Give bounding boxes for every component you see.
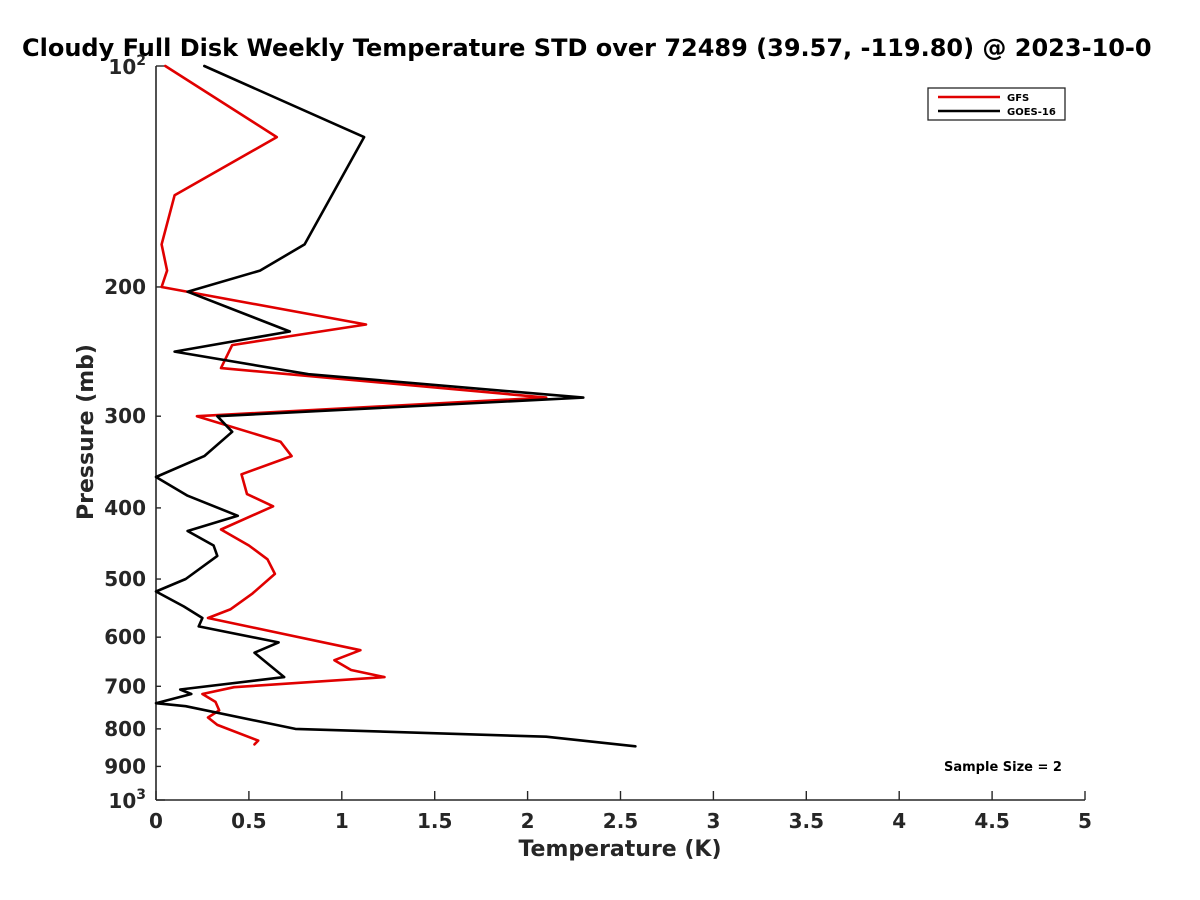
legend-label: GFS [1007,93,1029,104]
y-tick-label: 700 [104,674,146,698]
chart-title: Cloudy Full Disk Weekly Temperature STD … [22,34,1152,62]
x-tick-label: 0.5 [231,809,266,833]
legend-box [927,87,1066,121]
y-tick-label: 103 [108,787,146,813]
axes: 0 0.5 1 1.5 2 2.5 3 3.5 4 4.5 51022003004005006007… [104,53,1092,833]
x-tick-label: 3.5 [789,809,824,833]
sample-size-annotation: Sample Size = 2 [944,760,1062,775]
x-tick-label: 0 [149,809,163,833]
x-tick-label: 1 [335,809,349,833]
plot-lines [154,64,637,748]
y-tick-label: 300 [104,404,146,428]
y-tick-label: 900 [104,754,146,778]
x-tick-label: 2.5 [603,809,638,833]
legend-label: GOES-16 [1007,107,1056,118]
y-tick-label: 102 [108,53,146,79]
y-tick-label-exponent: 3 [136,787,146,803]
y-tick-label-base: 10 [108,789,136,813]
y-tick-label: 600 [104,625,146,649]
y-tick-label-base: 10 [108,55,136,79]
y-tick-label-exponent: 2 [136,53,146,69]
x-tick-label: 2 [521,809,535,833]
y-tick-label: 800 [104,717,146,741]
y-axis-label: Pressure (mb) [74,344,99,520]
series-line-goes-16 [154,64,637,748]
y-tick-label: 400 [104,496,146,520]
x-tick-label: 4.5 [974,809,1009,833]
x-axis-label: Temperature (K) [518,837,721,862]
x-tick-label: 4 [892,809,906,833]
x-tick-label: 5 [1078,809,1092,833]
y-tick-label: 500 [104,567,146,591]
y-tick-label: 200 [104,275,146,299]
series-line-gfs [160,64,548,746]
legend: GFS GOES-16 [927,87,1066,121]
x-tick-label: 3 [706,809,720,833]
x-tick-label: 1.5 [417,809,452,833]
